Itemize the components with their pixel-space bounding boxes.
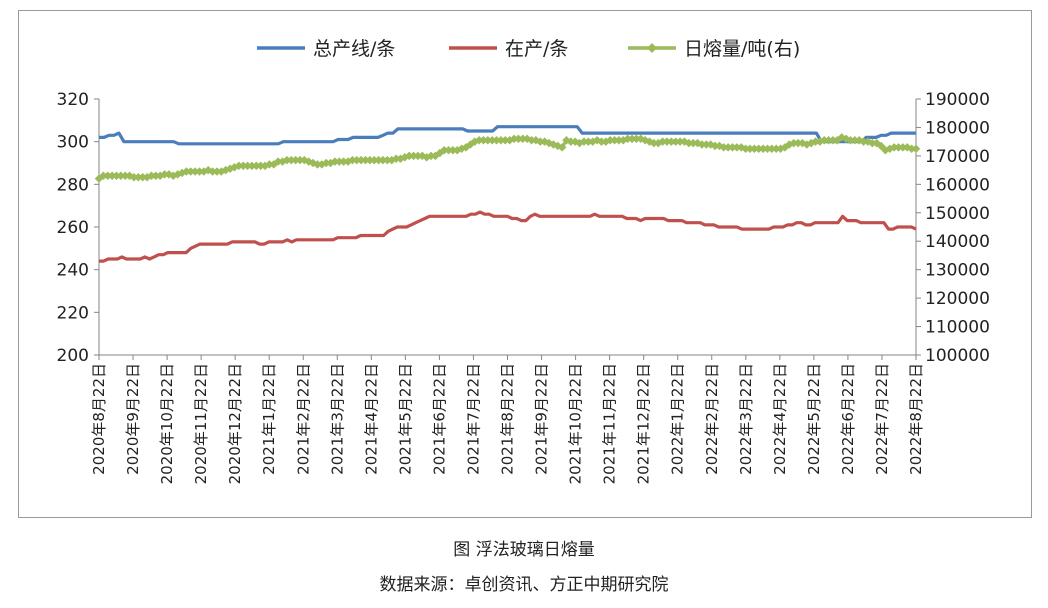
- figure-caption: 图 浮法玻璃日熔量: [453, 540, 595, 560]
- x-tick-label: 2022年3月22日: [737, 363, 755, 475]
- y-left-tick-label: 280: [57, 175, 89, 195]
- legend-label-1: 在产/条: [505, 38, 568, 60]
- x-tick-label: 2021年10月22日: [567, 363, 585, 484]
- y-right-tick-label: 100000: [925, 346, 990, 366]
- chart-frame: 总产线/条 在产/条 日熔量/吨(右) 200 220 240 260 280 300 320 1…: [18, 10, 1032, 518]
- figure-source: 数据来源：卓创资讯、方正中期研究院: [379, 575, 669, 595]
- x-tick-label: 2021年12月22日: [635, 363, 653, 484]
- y-left-tick-label: 240: [57, 261, 89, 281]
- x-tick-label: 2021年9月22日: [533, 363, 551, 475]
- x-tick-label: 2020年9月22日: [124, 363, 142, 475]
- chart-area: 总产线/条 在产/条 日熔量/吨(右) 200 220 240 260 280 300 320 1…: [57, 38, 990, 484]
- series-point: [557, 143, 567, 152]
- x-tick-label: 2021年2月22日: [294, 363, 312, 475]
- x-tick-label: 2021年1月22日: [260, 363, 278, 475]
- series-point: [911, 144, 921, 154]
- legend: 总产线/条 在产/条 日熔量/吨(右): [257, 38, 800, 60]
- x-tick-label: 2022年4月22日: [771, 363, 789, 475]
- x-tick-label: 2020年11月22日: [192, 363, 210, 484]
- y-right-tick-label: 130000: [925, 261, 990, 281]
- y-right-tick-label: 190000: [925, 90, 990, 110]
- x-tick-label: 2022年2月22日: [703, 363, 721, 475]
- y-right-tick-label: 160000: [925, 175, 990, 195]
- y-left-tick-label: 300: [57, 133, 89, 153]
- x-tick-label: 2021年4月22日: [362, 363, 380, 475]
- series-point: [876, 141, 886, 151]
- y-right-tick-label: 170000: [925, 147, 990, 167]
- legend-marker: [647, 43, 657, 53]
- x-tick-label: 2021年3月22日: [328, 363, 346, 475]
- x-tick-label: 2021年7月22日: [464, 363, 482, 475]
- x-tick-label: 2020年8月22日: [90, 363, 108, 475]
- y-right-tick-label: 120000: [925, 289, 990, 309]
- series-line-1: [99, 210, 917, 263]
- y-left-tick-label: 220: [57, 303, 89, 323]
- y-left-tick-label: 200: [57, 346, 89, 366]
- x-tick-label: 2022年6月22日: [839, 363, 857, 475]
- y-right-tick-label: 140000: [925, 232, 990, 252]
- y-left-tick-label: 260: [57, 218, 89, 238]
- legend-label-0: 总产线/条: [313, 38, 395, 60]
- x-tick-label: 2021年8月22日: [499, 363, 517, 475]
- x-tick-label: 2020年10月22日: [158, 363, 176, 484]
- x-tick-label: 2020年12月22日: [226, 363, 244, 484]
- y-right-tick-label: 150000: [925, 204, 990, 224]
- x-tick-label: 2022年7月22日: [873, 363, 891, 475]
- x-tick-label: 2022年5月22日: [805, 363, 823, 475]
- y-left-tick-label: 320: [57, 90, 89, 110]
- y-right-tick-label: 110000: [925, 318, 990, 338]
- x-tick-label: 2022年1月22日: [669, 363, 687, 475]
- x-tick-label: 2021年11月22日: [601, 363, 619, 484]
- series-line-0: [99, 125, 916, 146]
- x-tick-label: 2021年6月22日: [430, 363, 448, 475]
- x-tick-label: 2021年5月22日: [396, 363, 414, 475]
- axes: 200 220 240 260 280 300 320 100000 110000 120000 1…: [57, 90, 990, 484]
- y-right-tick-label: 180000: [925, 118, 990, 138]
- x-tick-label: 2022年8月22日: [907, 363, 925, 475]
- legend-label-2: 日熔量/吨(右): [684, 38, 800, 60]
- plot-area: [94, 125, 921, 263]
